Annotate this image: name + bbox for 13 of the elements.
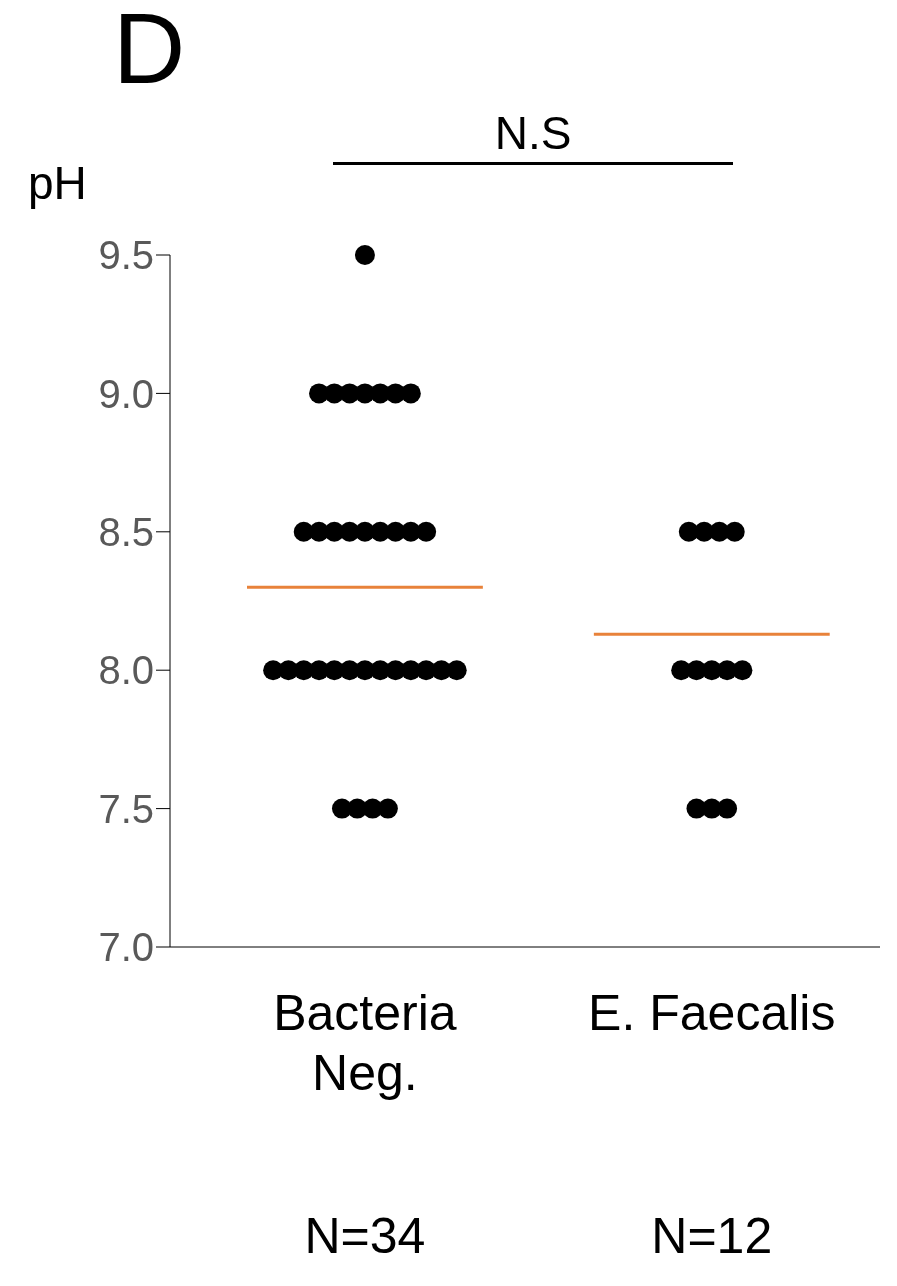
y-tick-label: 9.5 [98, 233, 154, 278]
y-tick-label: 9.0 [98, 371, 154, 416]
chart-title: D [113, 0, 186, 104]
x-tick-label: Bacteria Neg. [273, 985, 457, 1101]
text: N=12 [650, 1208, 774, 1264]
x-tick-label: E. Faecalis [588, 985, 836, 1041]
y-tick-label: 8.0 [98, 648, 154, 693]
text: N=34 [303, 1208, 427, 1264]
y-tick-label: 7.5 [98, 786, 154, 831]
y-tick-label: 7.0 [98, 925, 154, 970]
y-tick-label: 8.5 [98, 510, 154, 554]
text: N.S [493, 107, 573, 159]
y-axis-title: pH [28, 157, 87, 209]
